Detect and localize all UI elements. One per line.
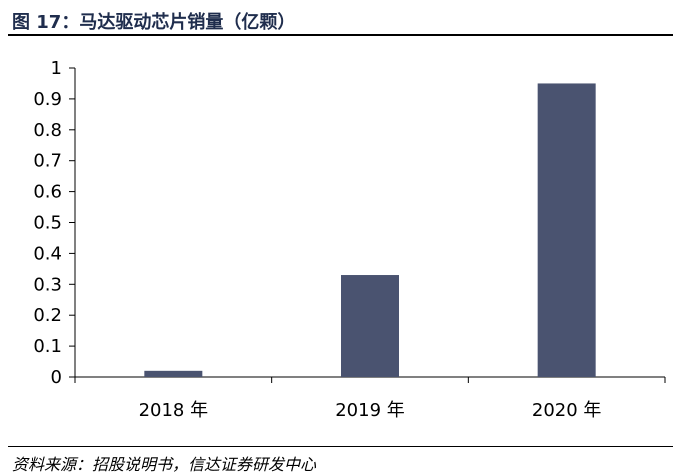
y-axis: 0 0.1 0.2 0.3 0.4 0.5 0.6 0.7 0.8 0.9 1 (33, 58, 76, 388)
x-tick-label: 2018 年 (139, 400, 209, 421)
bar-chart: 0 0.1 0.2 0.3 0.4 0.5 0.6 0.7 0.8 0.9 1 2018 年 2019… (33, 58, 666, 421)
bar (144, 370, 203, 377)
bars (144, 83, 596, 377)
y-tick-label: 0 (51, 367, 62, 388)
bar (341, 275, 399, 377)
y-tick-label: 0.3 (33, 274, 62, 295)
x-tick-label: 2019 年 (335, 400, 405, 421)
title-rule (8, 34, 673, 36)
y-tick-label: 0.8 (33, 120, 62, 141)
source-rule (8, 446, 673, 447)
y-tick-label: 0.1 (33, 336, 62, 357)
y-tick-label: 0.9 (33, 89, 62, 110)
bar (537, 83, 596, 377)
figure-header: 图 17：马达驱动芯片销量（亿颗） (8, 4, 673, 34)
figure-title: 图 17：马达驱动芯片销量（亿颗） (12, 12, 296, 33)
y-tick-label: 0.6 (33, 182, 62, 203)
y-tick-label: 0.4 (33, 243, 62, 264)
y-tick-label: 1 (51, 58, 62, 79)
y-tick-label: 0.5 (33, 213, 62, 234)
y-tick-label: 0.2 (33, 305, 62, 326)
x-axis: 2018 年 2019 年 2020 年 (74, 376, 666, 421)
chart-area: 0 0.1 0.2 0.3 0.4 0.5 0.6 0.7 0.8 0.9 1 2018 年 2019… (0, 38, 679, 443)
figure-source: 资料来源：招股说明书，信达证券研发中心 (12, 455, 317, 474)
y-tick-label: 0.7 (33, 151, 62, 172)
x-tick-label: 2020 年 (532, 400, 602, 421)
